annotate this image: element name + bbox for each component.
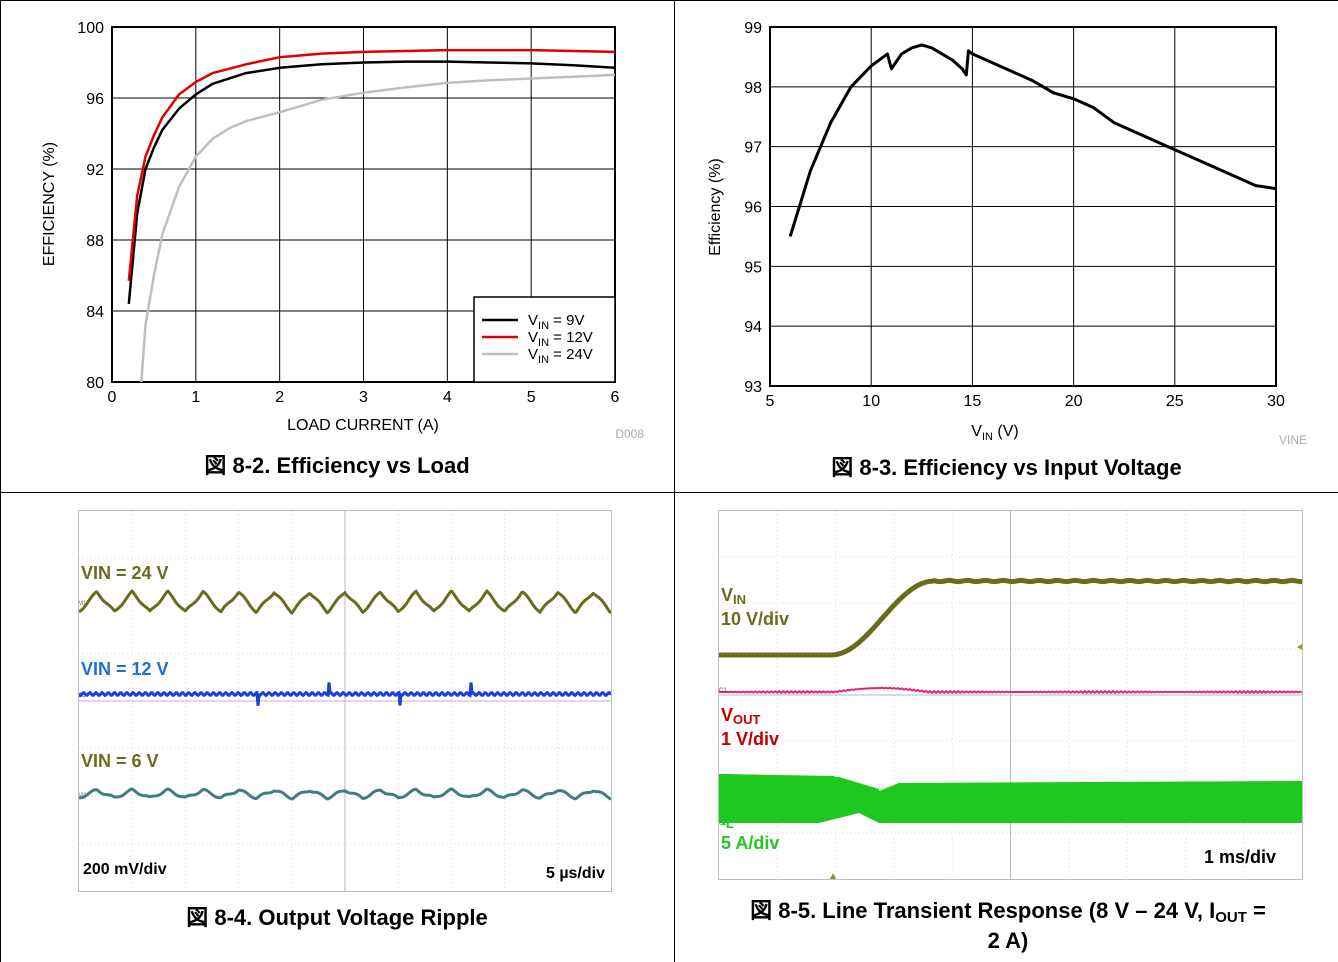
caption-fig-8-4: 図 8-4. Output Voltage Ripple — [186, 905, 488, 930]
transient-scale-horizontal: 1 ms/div — [1203, 847, 1276, 867]
y-tick-label-2: 88 — [86, 233, 104, 250]
x-tick-label-6: 6 — [611, 389, 620, 406]
transient-label-il-sub: L — [726, 816, 734, 831]
legend-box — [473, 296, 616, 383]
transient-label-il-scale: 5 A/div — [721, 833, 780, 853]
x-tick-label-0: 0 — [108, 389, 117, 406]
transient-label-vout-scale: 1 V/div — [721, 729, 780, 749]
series-line-1 — [127, 48, 616, 281]
transient-label-vout-main: V — [721, 705, 734, 725]
series-line-2 — [140, 73, 616, 383]
plot-frame — [111, 26, 616, 383]
legend-label-2: VIN = 24V — [528, 346, 593, 366]
transient-trace-vout — [719, 686, 1302, 695]
y-tick-label-4: 96 — [86, 91, 104, 108]
caption-fig-8-2: 図 8-2. Efficiency vs Load — [204, 453, 470, 478]
caption-fig-8-5: 図 8-5. Line Transient Response (8 V – 24… — [680, 896, 1336, 956]
y-tick-label-0: 93 — [744, 379, 762, 396]
caption-fig-8-5-pre: 図 8-5. Line Transient Response (8 V – 24… — [750, 898, 1216, 923]
efficiency-vs-vin-plot: 5 10 15 20 25 30 93 94 95 96 97 98 99 VIN (V) Efficien… — [707, 20, 1307, 447]
transient-label-vout: VOUT 1 V/div — [721, 703, 779, 751]
ripple-trace-2 — [79, 787, 611, 801]
transient-label-il: IL 5 A/div — [721, 807, 779, 855]
transient-label-vin-main: V — [721, 585, 734, 605]
transient-label-vin-scale: 10 V/div — [721, 609, 790, 629]
caption-fig-8-5-post: = — [1246, 898, 1266, 923]
series-line-0 — [127, 60, 616, 305]
output-ripple-plot: M1 C3 M4 — [79, 511, 611, 891]
transient-marker-vout: C1 — [719, 688, 727, 694]
efficiency-vs-load-chart: 0 1 2 3 4 5 6 80 84 88 92 96 100 LOAD CURRENT (A) EFFI… — [0, 0, 674, 492]
corner-code: VINE — [1279, 433, 1307, 447]
transient-label-vout-sub: OUT — [733, 712, 761, 727]
y-tick-label-3: 96 — [744, 200, 762, 217]
x-tick-label-0: 5 — [766, 393, 775, 410]
x-tick-label-1: 10 — [862, 393, 880, 410]
ripple-marker-0: M1 — [79, 601, 87, 607]
ripple-marker-1: C3 — [79, 693, 86, 699]
transient-marker-il: C2 — [719, 821, 727, 827]
caption-fig-8-5-line2: 2 A) — [987, 928, 1029, 953]
x-tick-label-5: 5 — [527, 389, 536, 406]
ripple-marker-2: M4 — [79, 793, 87, 799]
output-ripple-scope: M1 C3 M4 VIN = 24 V VIN = 12 V VIN = 6 V 2… — [78, 510, 612, 892]
efficiency-vs-vin-chart: 5 10 15 20 25 30 93 94 95 96 97 98 99 VIN (V) Efficien… — [675, 0, 1338, 492]
line-transient-plot: C1 C2 — [719, 511, 1302, 879]
x-tick-label-1: 1 — [191, 389, 200, 406]
legend-label-0: VIN = 9V — [528, 312, 584, 332]
transient-trace-il-band-high — [879, 781, 1302, 823]
ripple-label-vin-24: VIN = 24 V — [81, 563, 169, 583]
caption-fig-8-5-sub: OUT — [1215, 909, 1247, 926]
transient-trigger-position — [830, 873, 836, 879]
x-tick-label-2: 2 — [275, 389, 284, 406]
x-tick-label-4: 25 — [1166, 393, 1184, 410]
efficiency-vs-load-plot: 0 1 2 3 4 5 6 80 84 88 92 96 100 LOAD CURRENT (A) EFFI… — [41, 20, 644, 441]
x-axis-label: VIN (V) — [971, 423, 1018, 443]
y-tick-label-5: 100 — [77, 20, 104, 37]
divider-left — [0, 0, 1, 962]
transient-label-il-main: I — [721, 809, 727, 829]
ripple-trace-0 — [79, 588, 611, 615]
plot-frame — [769, 26, 1277, 387]
x-tick-label-2: 15 — [964, 393, 982, 410]
y-tick-label-3: 92 — [86, 162, 104, 179]
caption-fig-8-3: 図 8-3. Efficiency vs Input Voltage — [831, 455, 1182, 480]
divider-vertical — [674, 0, 675, 962]
transient-label-vin-sub: IN — [733, 592, 747, 607]
x-tick-label-3: 20 — [1065, 393, 1083, 410]
ripple-trace-1 — [79, 682, 611, 706]
ripple-scale-horizontal: 5 µs/div — [545, 865, 605, 882]
y-tick-label-6: 99 — [744, 20, 762, 37]
divider-top — [0, 0, 1338, 1]
ripple-scale-vertical: 200 mV/div — [83, 861, 167, 878]
corner-code: D008 — [615, 427, 644, 441]
legend-label-1: VIN = 12V — [528, 329, 593, 349]
y-tick-label-4: 97 — [744, 140, 762, 157]
divider-middle — [0, 492, 1338, 493]
ripple-label-vin-6: VIN = 6 V — [81, 751, 159, 771]
x-tick-label-3: 3 — [359, 389, 368, 406]
line-transient-scope: C1 C2 VIN 10 V/div VOUT 1 V/div IL 5 A/di… — [718, 510, 1303, 880]
x-tick-label-5: 30 — [1267, 393, 1285, 410]
y-tick-label-5: 98 — [744, 80, 762, 97]
y-axis-label: Efficiency (%) — [707, 158, 724, 256]
transient-trace-vin — [719, 577, 1302, 658]
y-tick-label-1: 84 — [86, 304, 104, 321]
y-tick-label-2: 95 — [744, 259, 762, 276]
x-axis-label: LOAD CURRENT (A) — [287, 417, 439, 434]
y-tick-label-0: 80 — [86, 375, 104, 392]
y-axis-label: EFFICIENCY (%) — [41, 142, 58, 266]
transient-label-vin: VIN 10 V/div — [721, 583, 789, 631]
series-line-0 — [788, 43, 1277, 237]
transient-trace-il-band-low — [719, 774, 879, 823]
x-tick-label-4: 4 — [443, 389, 452, 406]
ripple-label-vin-12: VIN = 12 V — [81, 659, 169, 679]
y-tick-label-1: 94 — [744, 319, 762, 336]
transient-trigger-level — [1297, 644, 1302, 650]
